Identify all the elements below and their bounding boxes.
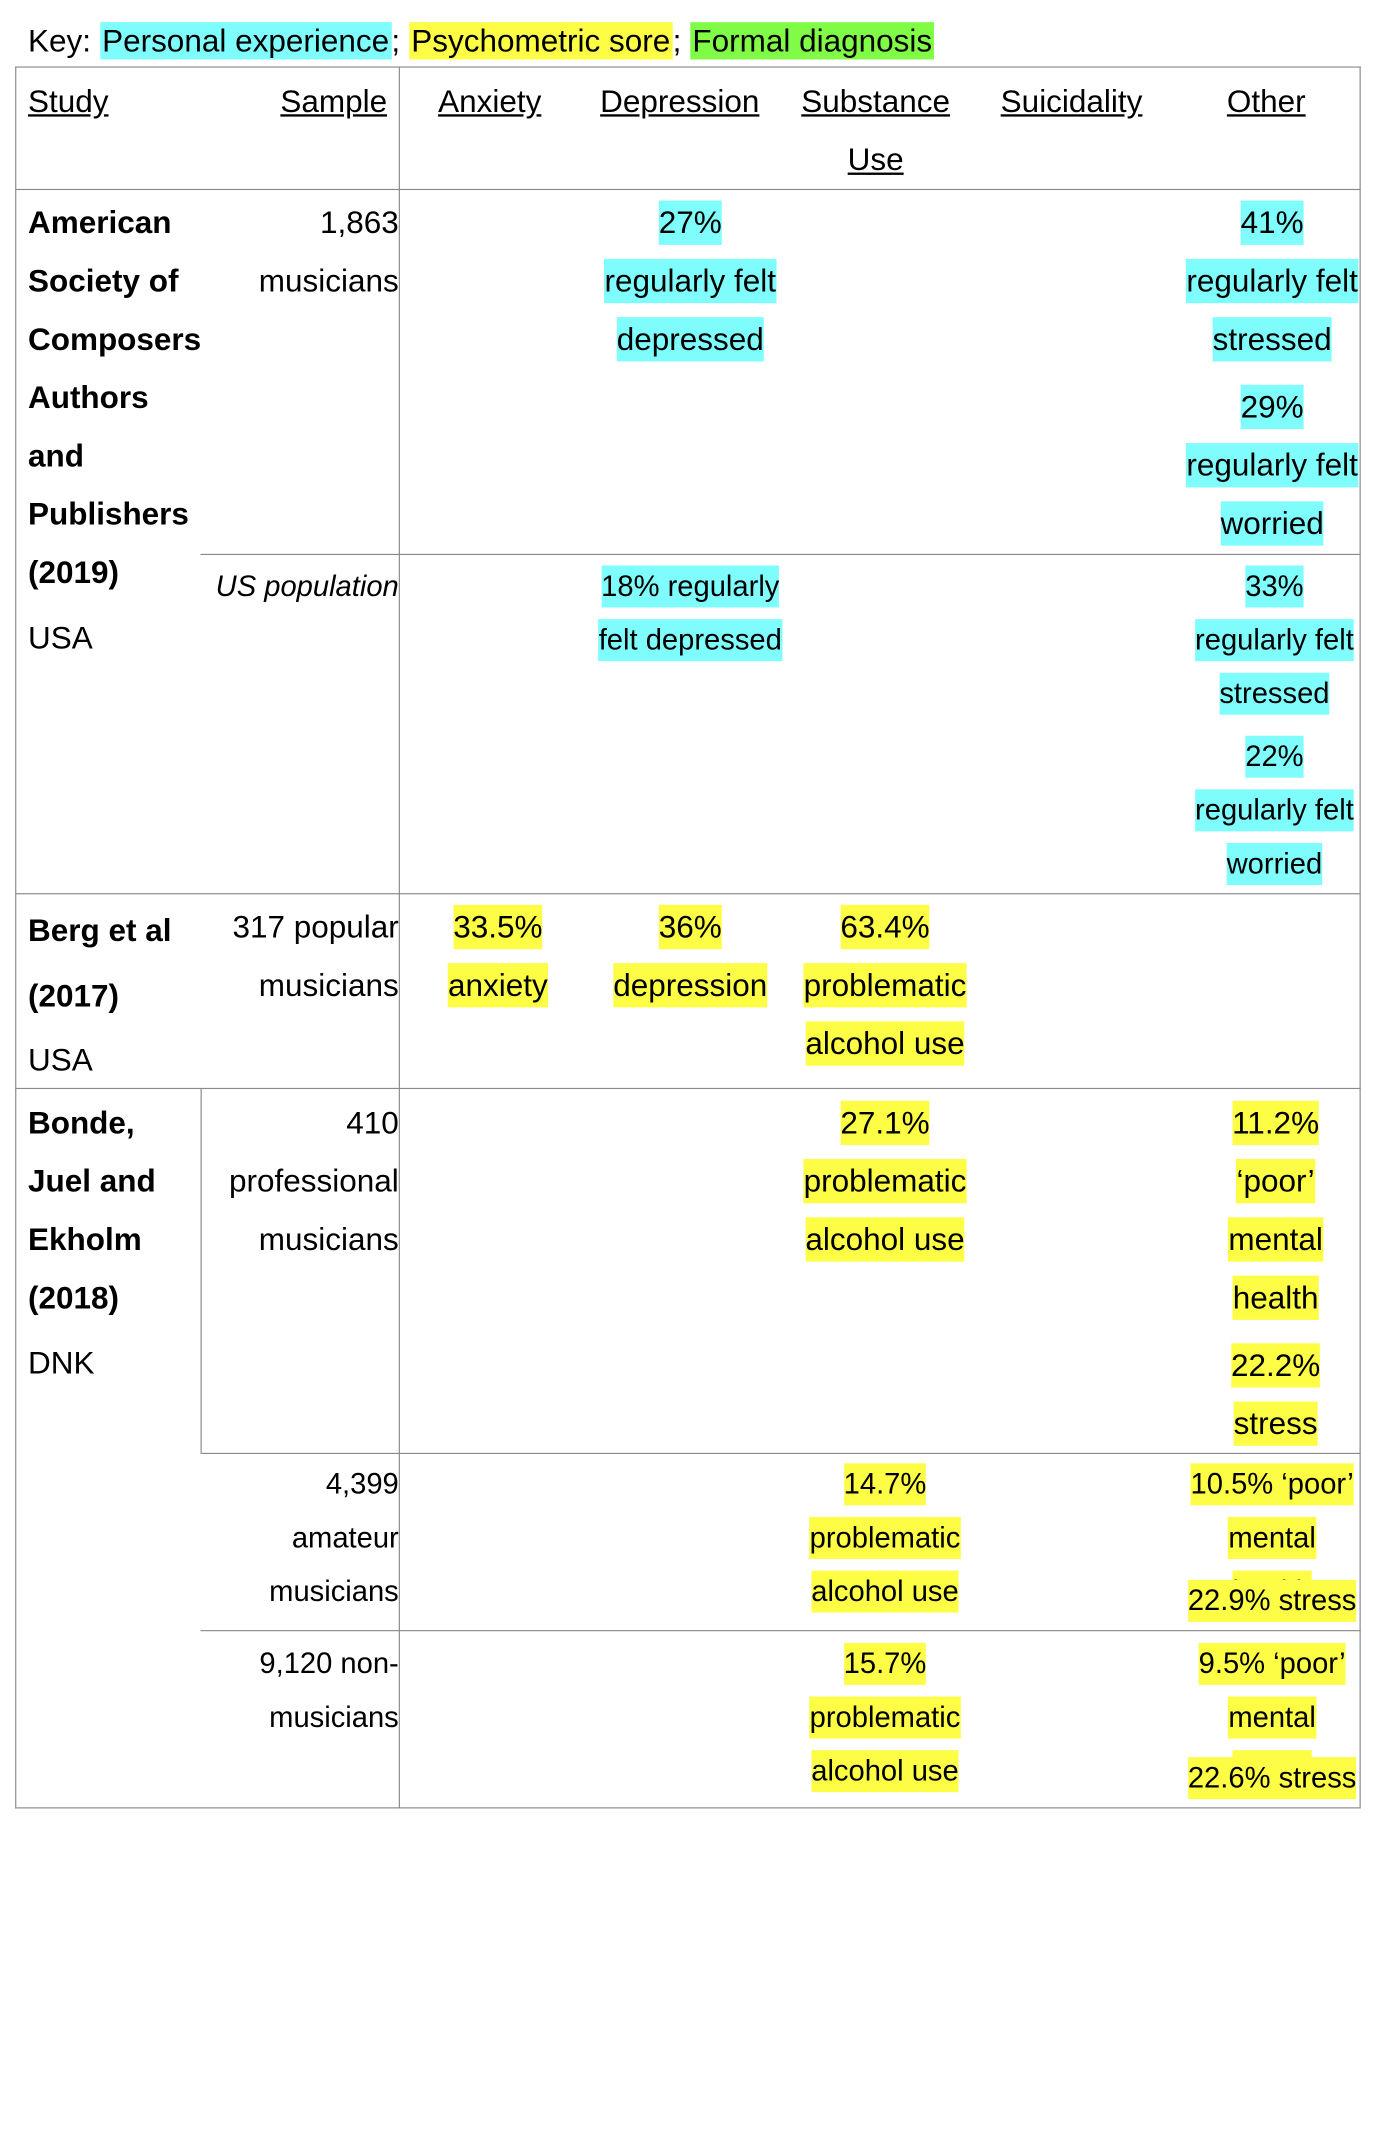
header-other: Other <box>1226 83 1306 119</box>
other-cell: 22.9% stress <box>1185 1574 1360 1628</box>
sample-cell: 317 popular musicians <box>232 909 399 1003</box>
substance-use-value: 63.4% problematic alcohol use <box>803 904 967 1066</box>
sample-cell: 9,120 non-musicians <box>259 1647 399 1734</box>
sample-cell: 4,399 amateur musicians <box>269 1467 399 1608</box>
header-suicidality: Suicidality <box>1000 83 1143 119</box>
sample-cell: 410 professional musicians <box>229 1105 399 1257</box>
other-value: 22.2% stress <box>1231 1343 1321 1446</box>
legend-separator: ; <box>391 23 401 59</box>
row-divider-header <box>15 188 1361 191</box>
other-value: 41% regularly felt stressed <box>1186 200 1358 362</box>
other-cell: 22.2% stress <box>1206 1336 1346 1453</box>
other-value: 22.6% stress <box>1187 1757 1357 1800</box>
header-study: Study <box>27 83 109 119</box>
other-cell: 22% regularly felt worried <box>1189 730 1359 891</box>
depression-cell: 27% regularly felt depressed <box>595 194 786 369</box>
table-border-bottom <box>15 1807 1361 1809</box>
row-divider-bonde-sub1 <box>200 1452 1361 1455</box>
column-divider-study <box>200 1089 202 1453</box>
substance-use-cell: 14.7% problematic alcohol use <box>798 1458 973 1619</box>
sample-cell: 1,863 musicians <box>258 205 399 299</box>
row-divider-berg <box>15 1087 1361 1090</box>
table-border-right <box>1359 66 1361 1809</box>
other-cell: 11.2% ‘poor’ mental health <box>1217 1094 1334 1327</box>
row-divider-ascap-sub <box>200 553 1361 556</box>
table-border-left <box>15 66 17 1809</box>
table-border-top <box>15 66 1361 68</box>
legend-label: Key: <box>27 23 91 59</box>
row-divider-ascap <box>15 893 1361 895</box>
row-divider-bonde-sub2 <box>200 1630 1361 1632</box>
other-value: 33% regularly felt stressed <box>1195 565 1354 715</box>
study-name: Berg et al (2017) <box>27 912 172 1014</box>
other-value: 22.9% stress <box>1187 1579 1357 1622</box>
study-country: DNK <box>27 1345 95 1381</box>
anxiety-cell: 33.5% anxiety <box>413 898 583 1015</box>
header-substance-use: Substance Use <box>801 83 951 178</box>
study-country: USA <box>27 1042 93 1078</box>
legend-key: Key: Personal experience; Psychometric s… <box>27 19 935 63</box>
other-cell: 41% regularly felt stressed <box>1185 194 1360 369</box>
depression-cell: 18% regularly felt depressed <box>590 560 791 667</box>
other-value: 11.2% ‘poor’ mental health <box>1228 1100 1323 1320</box>
other-cell: 33% regularly felt stressed <box>1189 560 1359 721</box>
legend-personal-experience: Personal experience <box>99 22 392 60</box>
study-country: USA <box>27 620 93 656</box>
substance-use-cell: 15.7% problematic alcohol use <box>798 1637 973 1798</box>
substance-use-cell: 63.4% problematic alcohol use <box>798 898 973 1073</box>
substance-use-value: 14.7% problematic alcohol use <box>809 1463 961 1613</box>
study-name: Bonde, Juel and Ekholm (2018) <box>27 1105 156 1316</box>
other-value: 22% regularly felt worried <box>1195 735 1354 885</box>
depression-value: 36% depression <box>613 904 768 1008</box>
other-cell: 22.6% stress <box>1185 1751 1360 1805</box>
depression-cell: 36% depression <box>597 898 784 1015</box>
substance-use-value: 15.7% problematic alcohol use <box>809 1642 961 1793</box>
depression-value: 18% regularly felt depressed <box>598 565 782 662</box>
study-name: American Society of Composers, Authors a… <box>27 205 203 590</box>
substance-use-value: 27.1% problematic alcohol use <box>803 1100 967 1262</box>
header-depression: Depression <box>600 83 760 119</box>
legend-psychometric-score: Psychometric sore <box>408 22 673 60</box>
depression-value: 27% regularly felt depressed <box>604 200 777 362</box>
column-divider-sample <box>398 66 400 1809</box>
header-sample: Sample <box>280 83 388 119</box>
header-anxiety: Anxiety <box>438 83 542 119</box>
anxiety-value: 33.5% anxiety <box>448 904 548 1008</box>
legend-formal-diagnosis: Formal diagnosis <box>690 22 935 60</box>
other-value: 29% regularly felt worried <box>1186 384 1358 546</box>
sample-cell: US population <box>215 570 399 603</box>
legend-separator: ; <box>672 23 682 59</box>
substance-use-cell: 27.1% problematic alcohol use <box>798 1094 973 1269</box>
other-cell: 29% regularly felt worried <box>1185 378 1360 553</box>
